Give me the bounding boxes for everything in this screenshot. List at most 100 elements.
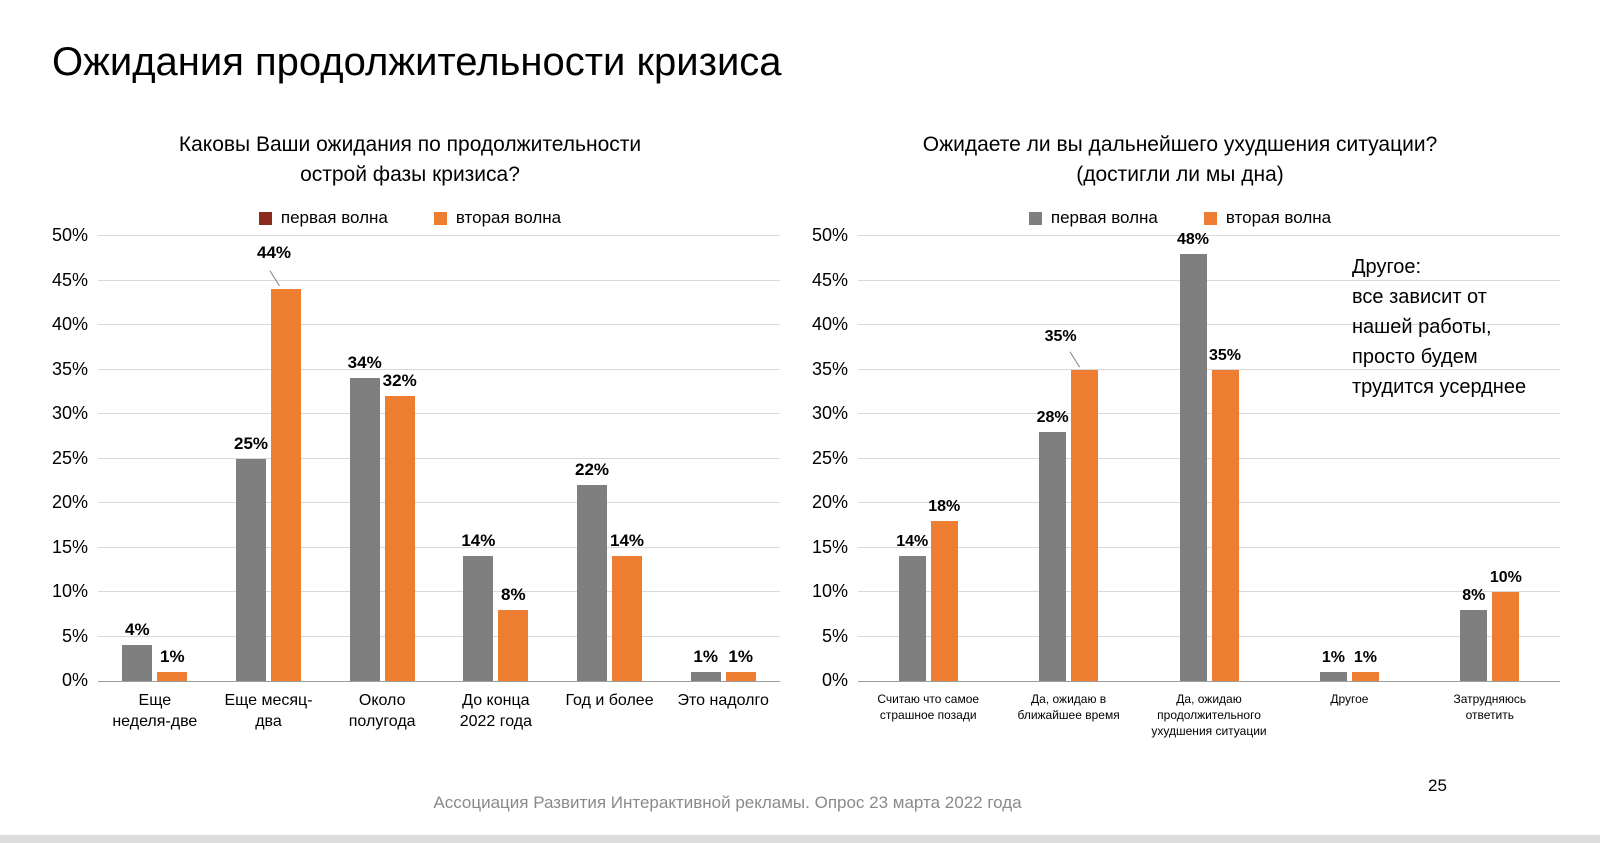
bar-slot: 34% [347,236,382,681]
legend-item: первая волна [258,208,388,228]
leader-line [269,270,281,287]
x-category-line: ближайшее время [1017,708,1120,723]
gridline [858,546,1560,548]
other-answers-annotation: Другое: все зависит от нашей работы, просто… [1352,252,1567,402]
legend-item: вторая волна [433,208,561,228]
x-category-line: Около [358,692,406,709]
annotation-line: нашей работы, [1352,316,1492,338]
y-tick-label: 10% [811,581,848,601]
bar-slot: 1% [690,236,721,681]
bar [1319,672,1347,681]
bar-slot: 32% [383,236,417,681]
gridline [98,635,780,637]
bar-group: 1% 1% [1279,236,1419,681]
y-tick-label: 15% [811,536,848,557]
gridline [858,235,1560,236]
bar [612,556,643,681]
x-category-label: Около полугода [325,691,439,733]
y-axis: 0% 5% 10% 15% 20% 25% 30% 35% 40% 45% 50% [800,225,858,690]
legend-label: первая волна [1050,208,1158,227]
bar [1492,592,1520,681]
bar-groups: 14% 18% 28% 35% 48% 35% 1% 1% 8% 10% [858,231,1560,681]
x-category-label: Да, ожидаю продолжительного ухудшения ситу… [1139,691,1279,740]
legend-label: первая волна [280,208,388,227]
bar-value-label: 8% [1462,586,1486,604]
bar [577,485,608,681]
x-category-label: До конца 2022 года [439,691,553,733]
gridline [98,235,780,236]
annotation-line: все зависит от [1352,286,1487,308]
legend-swatch [1028,211,1042,225]
bar-value-label: 10% [1489,569,1522,586]
bar-value-label: 48% [1177,230,1210,248]
annotation-line: Другое: [1352,256,1422,278]
bar [157,672,188,681]
annotation-line: просто будем [1352,346,1478,368]
y-tick-label: 40% [811,314,848,334]
bar-group: 14% 8% [439,236,553,681]
bar-value-label: 35% [1044,327,1077,345]
bar-value-label: 1% [1321,649,1345,667]
bar-slot: 14% [896,236,929,681]
chart-title-line: Каковы Ваши ожидания по продолжительност… [178,133,642,156]
x-category-line: Это надолго [677,692,769,709]
y-tick-label: 45% [811,269,848,290]
bar-slot: 22% [575,236,609,681]
bar-slot: 8% [1460,236,1488,681]
gridline [98,324,780,325]
annotation-line: трудится усерднее [1352,376,1527,398]
bar [1071,369,1099,681]
bar [384,396,415,681]
chart-title: Ожидаете ли вы дальнейшего ухудшения сит… [800,130,1560,200]
x-category-label: Да, ожидаю в ближайшее время [998,691,1138,740]
bar-value-label: 44% [256,243,292,263]
x-category-line: полугода [348,712,416,730]
bar-group: 22% 14% [553,236,667,681]
bar [498,609,529,681]
gridline [98,502,780,503]
x-category-line: ответить [1465,708,1515,723]
x-category-line: два [255,712,282,730]
bar-value-label: 34% [347,353,382,373]
page-number: 25 [1428,776,1447,795]
x-category-line: ухудшения ситуации [1151,724,1267,739]
bar [349,378,380,681]
legend-swatch [1203,211,1217,225]
y-tick-label: 10% [51,581,88,601]
gridline [98,457,780,459]
legend-label: вторая волна [1225,208,1332,227]
footer-source: Ассоциация Развития Интерактивной реклам… [433,793,1022,812]
legend-swatch [258,211,272,225]
x-category-label: Затрудняюсь ответить [1420,691,1560,740]
y-tick-label: 5% [821,625,848,646]
plot-area: 4% 1% 25% 44% 34% 32% 14% 8% 22% 14% 1% 1% [98,235,780,682]
chart-legend: первая волна вторая волна [40,200,780,236]
x-category-label: Еще месяц-два [212,691,326,733]
bar-slot: 44% [257,236,301,681]
bar-value-label: 1% [1353,649,1377,667]
legend-item: вторая волна [1203,208,1332,228]
bar-slot: 14% [461,236,496,681]
gridline [98,546,780,548]
y-tick-label: 20% [811,492,848,512]
bar [1460,609,1488,681]
bar-slot: 35% [1209,236,1241,681]
y-tick-label: 35% [51,358,88,379]
bar-value-label: 14% [896,533,929,551]
bar-value-label: 14% [461,531,496,551]
bar [1039,431,1067,681]
y-tick-label: 0% [821,670,848,690]
legend-swatch [433,211,447,225]
bar-value-label: 8% [501,584,526,604]
x-category-line: продолжительного [1157,708,1261,723]
y-tick-label: 15% [51,536,88,557]
plot-area: 14% 18% 28% 35% 48% 35% 1% 1% 8% 10% [858,231,1560,682]
bar [122,645,153,681]
bar-slot: 1% [725,236,756,681]
x-axis: Считаю что самое страшное позади Да, ожида… [858,682,1560,740]
y-tick-label: 35% [811,358,848,379]
bar-group: 1% 1% [666,236,780,681]
bar-group: 25% 44% [212,236,326,681]
bar-slot: 10% [1489,236,1522,681]
leader-line [1069,350,1080,367]
